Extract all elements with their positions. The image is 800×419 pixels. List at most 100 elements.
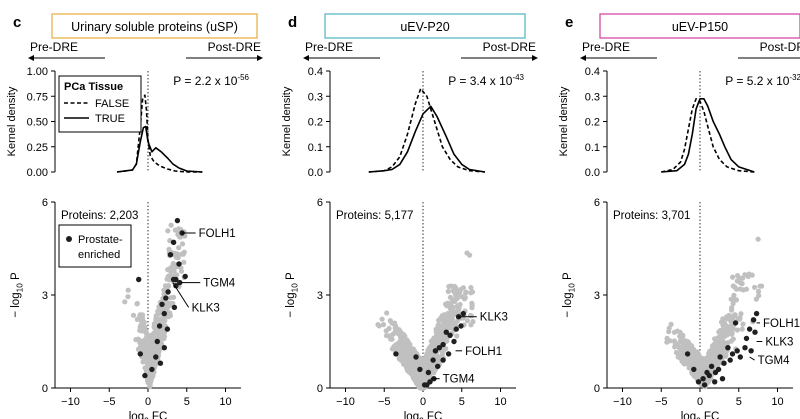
- volcano-x-tick-label: 0: [145, 396, 151, 408]
- enriched-point: [430, 357, 436, 363]
- volcano-x-tick-label: −10: [613, 396, 632, 408]
- volcano-y-tick-label: 3: [594, 290, 600, 302]
- background-point: [165, 300, 171, 306]
- background-point: [755, 236, 761, 242]
- panel-title-box: [599, 13, 800, 39]
- background-point: [714, 350, 721, 356]
- annotation-klk3: KLK3: [192, 302, 220, 314]
- background-point: [720, 317, 726, 323]
- background-point: [153, 344, 159, 351]
- background-point: [150, 373, 156, 379]
- background-point: [387, 318, 393, 324]
- enriched-point: [424, 382, 430, 388]
- volcano-legend-label-line2: enriched: [78, 249, 120, 261]
- background-point: [408, 364, 414, 370]
- density-y-label: Kernel density: [558, 86, 570, 156]
- pre-dre-label: Pre-DRE: [582, 40, 630, 54]
- enriched-point: [748, 348, 754, 354]
- background-point: [391, 343, 397, 350]
- background-point: [710, 346, 717, 352]
- volcano-x-tick-label: −5: [103, 396, 116, 408]
- background-point: [739, 326, 745, 332]
- background-point: [445, 300, 451, 306]
- volcano-protein-count: Proteins: 3,701: [613, 210, 690, 222]
- background-point: [678, 349, 684, 355]
- background-point: [383, 333, 390, 339]
- enriched-point: [440, 341, 446, 348]
- enriched-point: [717, 354, 723, 360]
- density-y-label: Kernel density: [281, 86, 293, 156]
- enriched-point: [746, 326, 753, 332]
- background-point: [138, 322, 144, 328]
- panel-letter: c: [13, 14, 21, 31]
- annotation-leader-klk3: [172, 282, 190, 308]
- background-point: [720, 332, 726, 338]
- enriched-point: [164, 326, 171, 332]
- enriched-point: [753, 310, 760, 317]
- background-point: [454, 296, 460, 302]
- volcano-x-tick-label: −10: [61, 396, 80, 408]
- background-point: [151, 324, 157, 330]
- pre-dre-arrowhead: [303, 55, 309, 61]
- density-y-tick-label: 0.75: [27, 91, 48, 103]
- enriched-point: [460, 310, 466, 317]
- background-point: [752, 284, 758, 290]
- enriched-point: [712, 369, 719, 376]
- enriched-point: [742, 345, 748, 351]
- panel-letter: e: [565, 14, 573, 31]
- volcano-y-tick-label: 0: [317, 383, 323, 395]
- background-point: [142, 324, 148, 330]
- background-point: [734, 327, 741, 333]
- background-point: [165, 228, 171, 234]
- background-point: [167, 277, 173, 283]
- background-point: [467, 252, 473, 258]
- enriched-point: [142, 372, 148, 379]
- volcano-x-tick-label: 10: [494, 396, 506, 408]
- background-point: [427, 345, 433, 351]
- background-point: [403, 351, 409, 357]
- enriched-point: [163, 295, 169, 301]
- enriched-point: [136, 276, 142, 283]
- volcano-x-label: log2 FC: [129, 411, 168, 419]
- background-point: [140, 318, 146, 324]
- background-point: [142, 353, 148, 359]
- density-y-tick-label: 0.4: [308, 66, 323, 78]
- background-point: [693, 373, 699, 380]
- enriched-point: [170, 239, 177, 245]
- background-point: [469, 300, 475, 306]
- density-p-value: P = 3.4 x 10-43: [448, 73, 524, 88]
- enriched-point: [743, 335, 750, 342]
- background-point: [468, 285, 474, 291]
- volcano-background-points: [122, 222, 188, 390]
- enriched-point: [159, 301, 165, 307]
- background-point: [125, 294, 131, 300]
- background-point: [680, 340, 686, 346]
- background-point: [416, 358, 422, 364]
- background-point: [179, 241, 186, 247]
- background-point: [161, 333, 168, 339]
- background-point: [708, 351, 714, 357]
- background-point: [145, 380, 151, 386]
- background-point: [162, 318, 168, 324]
- enriched-point: [445, 351, 452, 357]
- volcano-y-tick-label: 6: [317, 197, 323, 209]
- background-point: [724, 332, 731, 338]
- background-point: [715, 346, 721, 352]
- volcano-y-label: − log10 P: [285, 272, 299, 318]
- enriched-point: [171, 304, 178, 311]
- enriched-point: [734, 348, 740, 354]
- volcano-enriched-points: [136, 217, 188, 379]
- background-point: [469, 289, 476, 295]
- annotation-tgm4: TGM4: [443, 374, 476, 386]
- volcano-x-tick-label: 5: [459, 396, 465, 408]
- density-legend-title: PCa Tissue: [64, 81, 123, 93]
- volcano-y-tick-label: 6: [42, 197, 48, 209]
- volcano-legend-swatch: [66, 236, 72, 242]
- background-point: [433, 341, 439, 347]
- enriched-point: [701, 382, 708, 388]
- background-point: [396, 327, 402, 333]
- background-point: [449, 312, 455, 318]
- background-point: [732, 284, 738, 290]
- density-p-value: P = 2.2 x 10-56: [173, 73, 249, 88]
- pre-dre-arrowhead: [580, 55, 586, 61]
